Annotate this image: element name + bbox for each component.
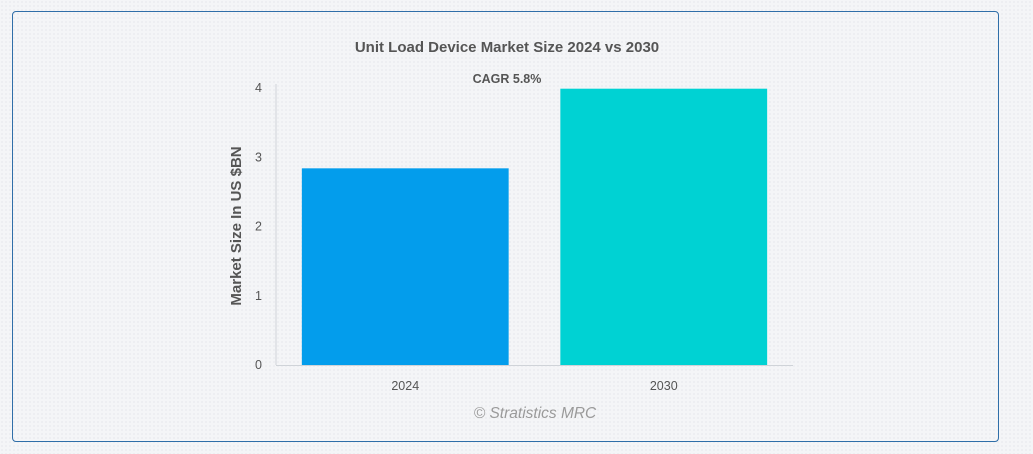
y-tick-label: 3 [255, 150, 262, 164]
y-tick-label: 2 [255, 220, 262, 234]
y-tick-label: 0 [255, 358, 262, 372]
x-tick-label: 2030 [650, 379, 678, 393]
x-tick-label: 2024 [391, 379, 419, 393]
credit-watermark: © Stratistics MRC [474, 405, 597, 422]
y-tick-label: 4 [255, 81, 262, 95]
bars-group [301, 88, 768, 365]
y-tick-label: 1 [255, 289, 262, 303]
chart-card [12, 11, 999, 442]
bar-2030[interactable] [560, 88, 768, 365]
bar-2024[interactable] [301, 168, 509, 365]
y-axis-ticks: 0 1 2 3 4 [255, 81, 262, 372]
x-axis-ticks: 2024 2030 [391, 379, 677, 393]
chart-title: Unit Load Device Market Size 2024 vs 203… [355, 39, 659, 56]
cagr-annotation: CAGR 5.8% [473, 72, 542, 86]
y-axis-label: Market Size In US $BN [228, 146, 245, 305]
